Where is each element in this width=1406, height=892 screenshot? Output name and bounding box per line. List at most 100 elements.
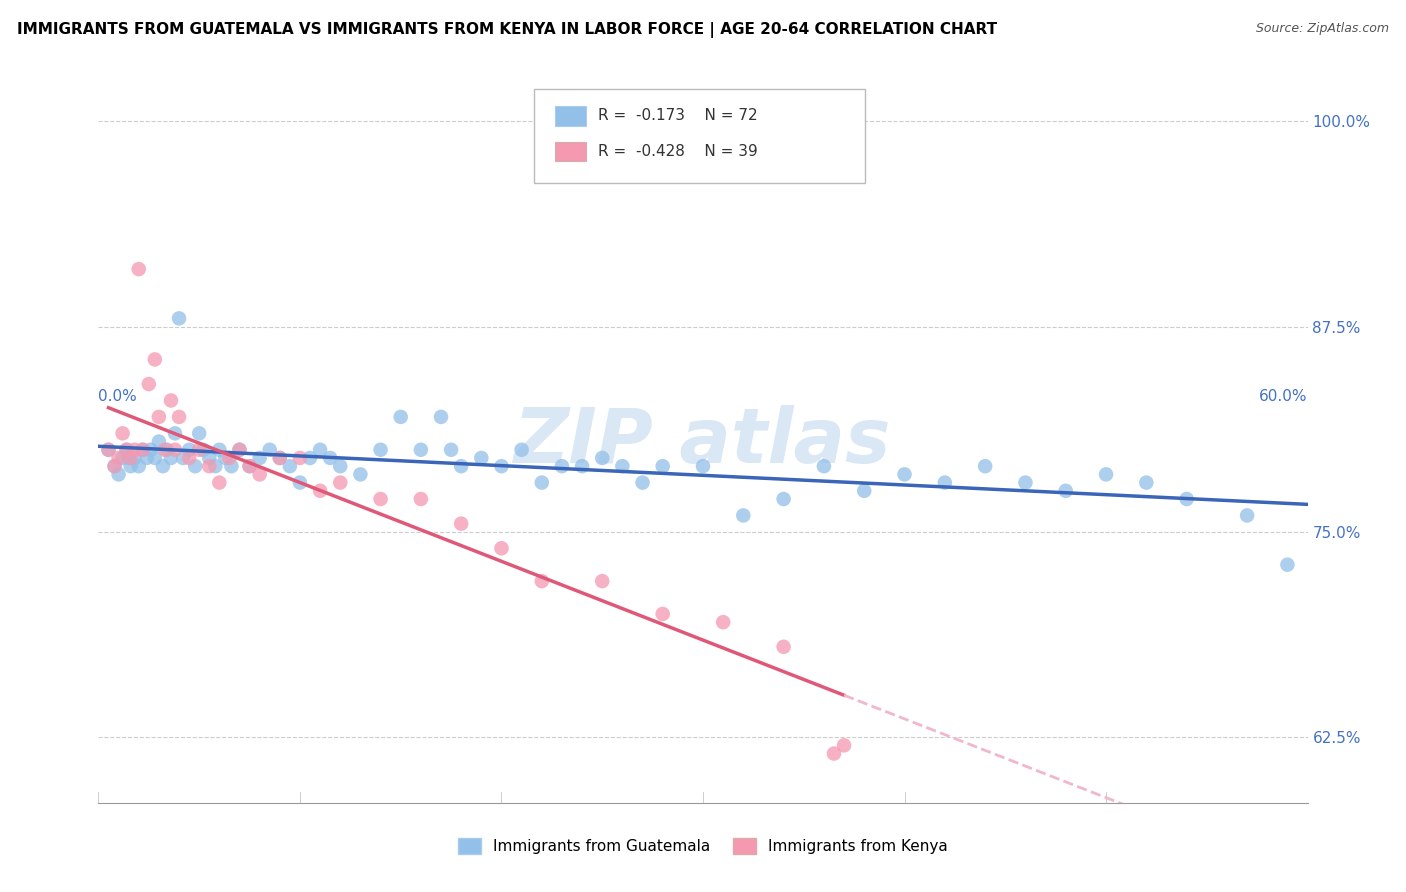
Point	[491, 541, 513, 556]
Point	[832, 739, 855, 753]
Point	[329, 459, 352, 474]
Point	[188, 442, 211, 457]
Point	[239, 459, 262, 474]
Point	[218, 450, 240, 465]
Point	[370, 491, 392, 506]
Point	[167, 409, 190, 424]
Point	[612, 459, 634, 474]
Point	[551, 459, 574, 474]
Point	[124, 450, 146, 465]
Point	[389, 409, 412, 424]
Point	[228, 442, 250, 457]
Point	[179, 442, 201, 457]
Point	[450, 516, 472, 531]
Point	[111, 426, 134, 441]
Point	[269, 450, 291, 465]
Point	[172, 450, 194, 465]
Point	[893, 467, 915, 482]
Point	[97, 442, 120, 457]
Point	[214, 450, 236, 465]
Point	[138, 377, 160, 392]
Point	[208, 475, 231, 490]
Point	[370, 442, 392, 457]
Point	[319, 450, 342, 465]
Point	[128, 459, 150, 474]
Point	[135, 450, 157, 465]
Point	[132, 442, 155, 457]
Point	[1236, 508, 1258, 523]
Point	[152, 459, 174, 474]
Point	[120, 459, 142, 474]
Point	[409, 442, 432, 457]
Point	[163, 426, 186, 441]
Point	[107, 467, 129, 482]
Point	[470, 450, 492, 465]
Point	[188, 426, 211, 441]
Point	[193, 442, 215, 457]
Point	[228, 442, 250, 457]
Point	[249, 450, 271, 465]
Point	[430, 409, 453, 424]
Point	[450, 459, 472, 474]
Point	[530, 475, 553, 490]
Point	[115, 442, 138, 457]
Point	[288, 450, 311, 465]
Point	[208, 442, 231, 457]
Point	[491, 459, 513, 474]
Point	[115, 442, 138, 457]
Point	[651, 459, 673, 474]
Point	[103, 459, 125, 474]
Point	[440, 442, 463, 457]
Point	[143, 450, 166, 465]
Text: ZIP atlas: ZIP atlas	[515, 405, 891, 478]
Point	[139, 442, 162, 457]
Point	[571, 459, 593, 474]
Point	[651, 607, 673, 621]
Point	[813, 459, 835, 474]
Legend: Immigrants from Guatemala, Immigrants from Kenya: Immigrants from Guatemala, Immigrants fr…	[451, 832, 955, 860]
Point	[120, 450, 142, 465]
Point	[309, 442, 332, 457]
Point	[853, 483, 876, 498]
Point	[711, 615, 734, 630]
Point	[1014, 475, 1036, 490]
Text: Source: ZipAtlas.com: Source: ZipAtlas.com	[1256, 22, 1389, 36]
Point	[631, 475, 654, 490]
Point	[198, 450, 221, 465]
Point	[148, 434, 170, 449]
Point	[259, 442, 281, 457]
Point	[733, 508, 755, 523]
Point	[148, 409, 170, 424]
Point	[184, 459, 207, 474]
Text: 60.0%: 60.0%	[1260, 389, 1308, 404]
Point	[160, 393, 183, 408]
Point	[299, 450, 322, 465]
Point	[510, 442, 533, 457]
Point	[107, 450, 129, 465]
Point	[163, 442, 186, 457]
Point	[278, 459, 301, 474]
Point	[591, 574, 613, 588]
Point	[1277, 558, 1299, 572]
Text: IMMIGRANTS FROM GUATEMALA VS IMMIGRANTS FROM KENYA IN LABOR FORCE | AGE 20-64 CO: IMMIGRANTS FROM GUATEMALA VS IMMIGRANTS …	[17, 22, 997, 38]
Point	[204, 459, 226, 474]
Point	[249, 467, 271, 482]
Point	[111, 450, 134, 465]
Point	[1135, 475, 1157, 490]
Point	[823, 747, 845, 761]
Text: 0.0%: 0.0%	[98, 389, 138, 404]
Point	[143, 352, 166, 367]
Point	[269, 450, 291, 465]
Point	[329, 475, 352, 490]
Point	[934, 475, 956, 490]
Point	[309, 483, 332, 498]
Point	[288, 475, 311, 490]
Point	[124, 442, 146, 457]
Point	[156, 442, 179, 457]
Point	[349, 467, 371, 482]
Point	[772, 640, 794, 654]
Point	[772, 491, 794, 506]
Point	[153, 442, 176, 457]
Point	[239, 459, 262, 474]
Point	[179, 450, 201, 465]
